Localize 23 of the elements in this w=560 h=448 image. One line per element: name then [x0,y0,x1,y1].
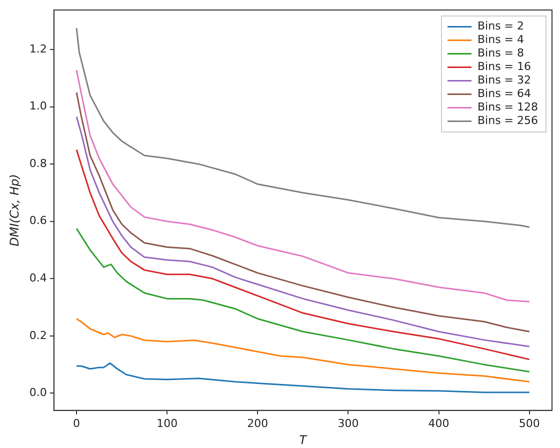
x-tick-label: 100 [156,416,178,430]
legend-label: Bins = 2 [477,20,524,33]
legend-label: Bins = 256 [477,114,538,128]
x-tick-label: 500 [518,416,540,430]
x-tick-label: 300 [338,416,359,430]
y-tick-label: 0.6 [29,214,47,228]
y-tick-label: 0.2 [29,328,47,342]
y-tick-label: 0.0 [29,386,47,400]
y-tick-label: 1.2 [29,42,47,56]
x-tick-label: 400 [428,416,450,430]
legend-label: Bins = 32 [477,74,532,87]
legend-label: Bins = 16 [477,60,532,74]
x-tick-label: 200 [247,416,268,430]
x-axis-title: T [299,432,308,447]
y-tick-label: 0.4 [29,272,47,285]
x-tick-label: 0 [73,416,80,430]
y-tick-label: 0.8 [29,156,47,170]
legend-label: Bins = 8 [477,46,524,60]
y-tick-label: 1.0 [29,100,47,113]
y-axis-title: DMI(Cx, Hp) [7,174,22,246]
legend-label: Bins = 128 [477,100,538,114]
legend-label: Bins = 4 [477,33,524,46]
legend-label: Bins = 64 [477,87,532,100]
